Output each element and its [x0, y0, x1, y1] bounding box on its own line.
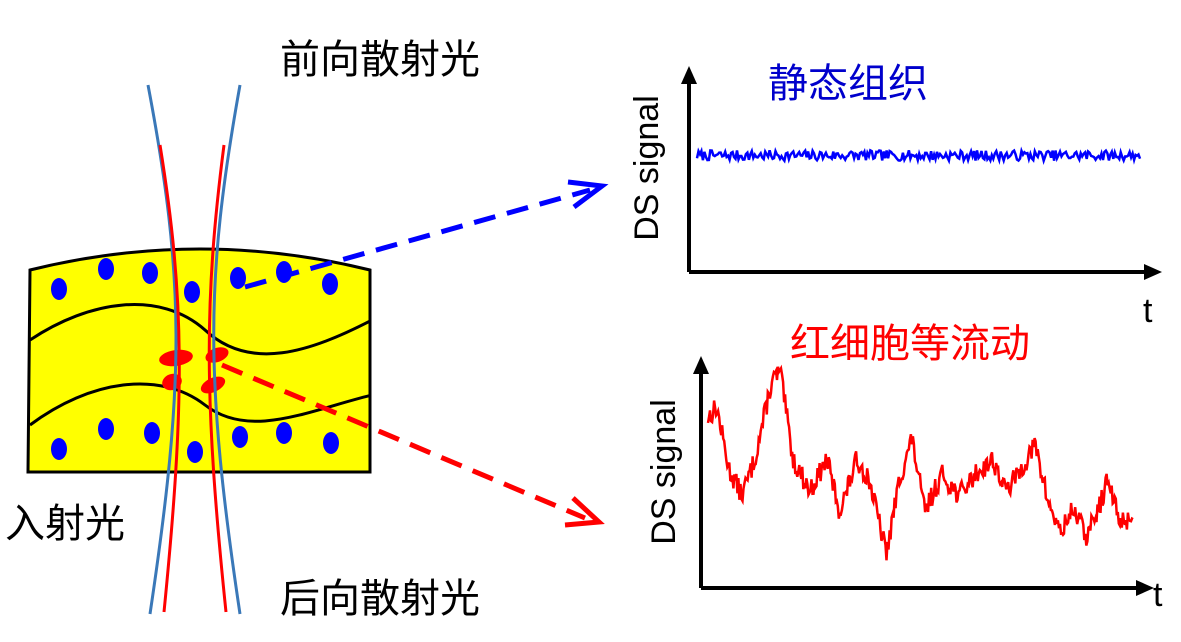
- particle: [142, 262, 158, 284]
- particle: [51, 278, 67, 300]
- particle: [322, 273, 338, 295]
- beam-inner-right: [207, 144, 228, 613]
- y-axis-label: DS signal: [645, 399, 683, 545]
- static-tissue-chart: 静态组织 DS signal t: [628, 61, 1162, 330]
- arrow-to-static-chart: [244, 179, 609, 290]
- y-axis-arrow: [693, 356, 709, 374]
- particle: [144, 422, 160, 444]
- light-beam: [146, 84, 242, 615]
- particle: [187, 441, 203, 463]
- particle: [184, 281, 200, 303]
- forward-scatter-label: 前向散射光: [280, 37, 480, 83]
- chart-title-static: 静态组织: [768, 61, 928, 107]
- x-axis-label: t: [1153, 576, 1163, 614]
- particle: [232, 426, 248, 448]
- y-axis-arrow: [681, 66, 697, 84]
- particle: [98, 258, 114, 280]
- chart-title-flow: 红细胞等流动: [790, 321, 1030, 367]
- red-blood-cell: [205, 347, 229, 363]
- back-scatter-label: 后向散射光: [280, 576, 480, 622]
- arrowhead-flow: [564, 496, 605, 528]
- flow-chart: 红细胞等流动 DS signal t: [645, 321, 1163, 614]
- arrowhead-static: [567, 179, 609, 209]
- flow-signal-line: [706, 364, 1134, 561]
- static-particles: [51, 258, 339, 463]
- red-blood-cell: [162, 373, 182, 391]
- arrow-to-flow-chart: [221, 362, 605, 528]
- x-axis-arrow: [1136, 580, 1154, 596]
- x-axis-label: t: [1143, 292, 1153, 330]
- particle: [323, 432, 339, 454]
- red-blood-cell: [200, 376, 226, 394]
- x-axis-arrow: [1144, 264, 1162, 280]
- beam-inner-left: [158, 144, 181, 613]
- tissue-block: [26, 247, 372, 474]
- tissue-layer-line-lower: [29, 382, 370, 427]
- y-axis-label: DS signal: [628, 95, 666, 241]
- beam-outer-right: [212, 84, 242, 615]
- static-signal-line: [695, 146, 1142, 166]
- tissue-body: [26, 247, 372, 474]
- particle: [230, 267, 246, 289]
- tissue-layer-line-upper: [29, 303, 370, 356]
- particle: [51, 438, 67, 460]
- particle: [98, 418, 114, 440]
- particle: [276, 422, 292, 444]
- incident-light-label: 入射光: [5, 501, 125, 547]
